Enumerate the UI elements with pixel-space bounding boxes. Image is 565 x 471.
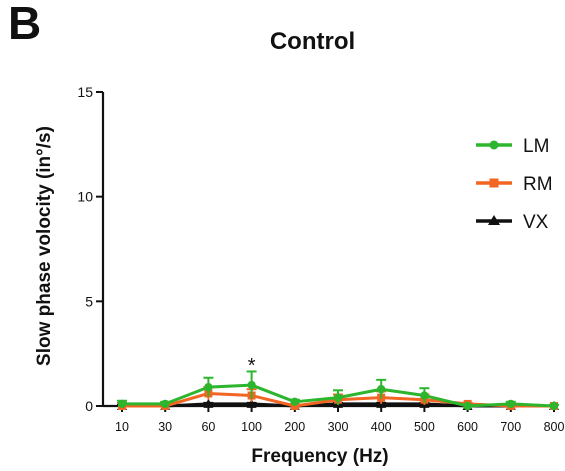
x-tick-label: 300 [328,420,349,434]
legend-marker [489,140,499,150]
legend-label: RM [523,174,553,195]
x-tick-label: 10 [115,420,129,434]
data-point [161,399,170,409]
legend: LM RM VX [476,136,553,233]
data-point [333,393,343,402]
x-axis-title: Frequency (Hz) [251,446,388,467]
data-point [247,380,256,390]
x-tick-label: 600 [457,420,478,434]
data-point [463,401,472,411]
legend-label: VX [523,212,549,233]
legend-marker [489,178,499,188]
data-point [290,397,299,407]
x-tick-label: 800 [544,420,565,434]
data-point [506,399,515,409]
series-lm [117,370,559,411]
data-point [204,382,213,392]
legend-marker [488,215,500,225]
x-tick-label: 700 [500,420,521,434]
significance-annotation: * [248,355,256,377]
data-point [246,398,257,408]
y-tick-label: 5 [85,293,93,309]
legend-label: LM [523,136,549,157]
data-point [203,398,214,408]
chart-title: Control [269,28,356,55]
x-tick-label: 500 [414,420,435,434]
data-point [117,399,127,409]
y-tick-label: 0 [85,398,93,414]
legend-item-lm: LM [476,136,549,157]
y-tick-label: 10 [77,189,93,205]
axes: 0 5 10 15 10 30 60 100 200 300 400 500 600 700 800 [77,84,564,434]
data-point [549,401,559,411]
x-tick-label: 200 [284,420,305,434]
x-tick-label: 60 [201,420,215,434]
data-point [420,391,429,400]
data-point [377,385,386,394]
legend-item-vx: VX [476,212,549,233]
y-tick-label: 15 [77,84,93,100]
series-layer: * [117,355,559,411]
x-tick-label: 100 [241,420,262,434]
legend-item-rm: RM [476,174,553,195]
y-axis-title: Slow phase volocity (in°/s) [34,126,55,366]
panel-letter: B [8,0,42,49]
x-tick-label: 400 [371,420,392,434]
x-tick-label: 30 [158,420,172,434]
